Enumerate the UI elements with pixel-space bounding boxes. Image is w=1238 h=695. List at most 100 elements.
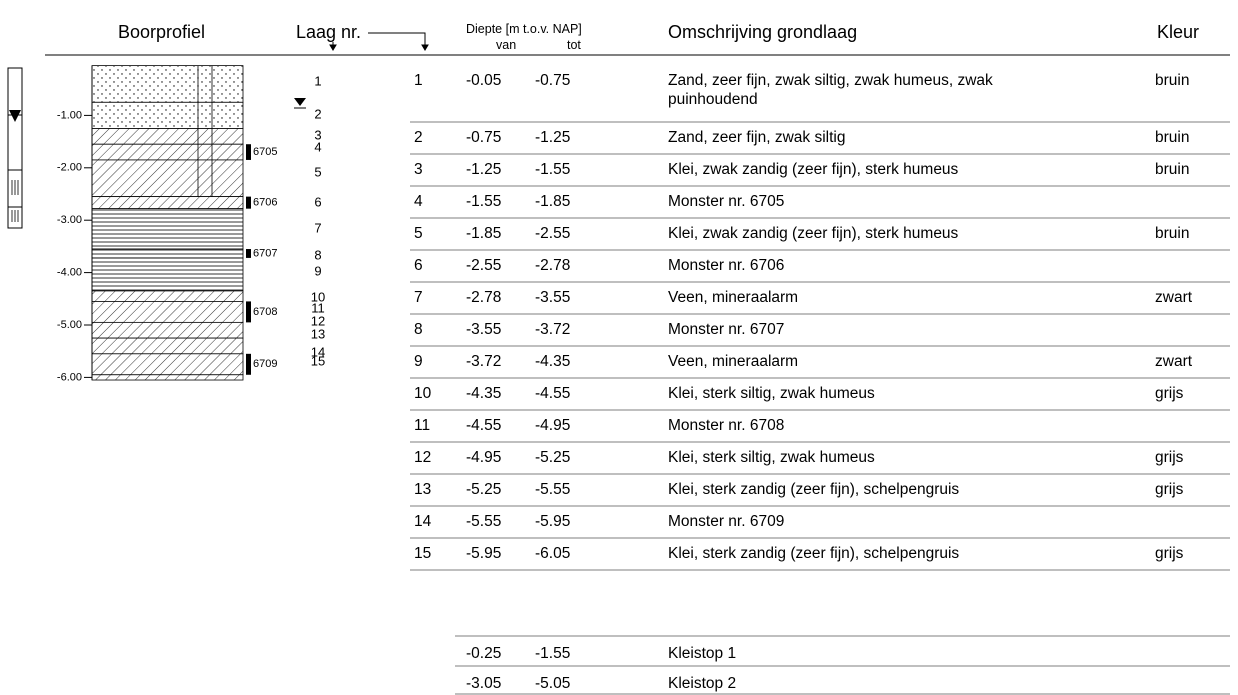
description: Klei, sterk zandig (zeer fijn), schelpen…: [668, 481, 960, 498]
layer-label: 6: [314, 194, 321, 209]
depth-from: -3.55: [466, 321, 502, 338]
depth-label: -1.00: [57, 109, 82, 121]
description: Monster nr. 6709: [668, 513, 785, 530]
depth-to: -2.78: [535, 257, 571, 274]
clay-top-to: -1.55: [535, 645, 571, 662]
description: Klei, zwak zandig (zeer fijn), sterk hum…: [668, 161, 959, 178]
depth-from: -4.35: [466, 385, 502, 402]
layer-nr: 14: [414, 513, 432, 530]
layer-label: 4: [314, 139, 321, 154]
depth-to: -1.25: [535, 129, 571, 146]
profile-layer: [91, 301, 244, 323]
layer-nr: 10: [414, 385, 432, 402]
layer-label: 7: [314, 220, 321, 235]
depth-label: -3.00: [57, 214, 82, 226]
layer-nr: 4: [414, 193, 423, 210]
arrow: [421, 44, 429, 51]
sample-label: 6709: [253, 358, 277, 370]
depth-to: -2.55: [535, 225, 571, 242]
gauge: [7, 67, 23, 229]
profile-layer: [91, 143, 244, 161]
gauge-marks: [11, 180, 19, 222]
description: Veen, mineraalarm: [668, 353, 799, 370]
depth-from: -0.75: [466, 129, 502, 146]
profile-layer: [91, 353, 244, 376]
depth-to: -1.55: [535, 161, 571, 178]
profile-layer: [91, 248, 244, 259]
soil-color: grijs: [1155, 449, 1184, 466]
layer-label: 15: [311, 353, 325, 368]
soil-color: zwart: [1155, 353, 1193, 370]
layer-label: 9: [314, 263, 321, 278]
layer-nr: 1: [414, 72, 423, 89]
depth-to: -0.75: [535, 72, 571, 89]
layer-label: 11: [311, 300, 325, 315]
depth-to: -4.35: [535, 353, 571, 370]
sample-marker: [246, 353, 251, 375]
arrow: [329, 42, 337, 51]
description: Klei, zwak zandig (zeer fijn), sterk hum…: [668, 225, 959, 242]
layer-nr: 9: [414, 353, 423, 370]
layer-nr: 2: [414, 129, 423, 146]
description: Klei, sterk zandig (zeer fijn), schelpen…: [668, 545, 960, 562]
sample-label: 6705: [253, 146, 277, 158]
header-color: Kleur: [1157, 22, 1200, 42]
layer-nr: 6: [414, 257, 423, 274]
layer-nr: 11: [414, 417, 431, 434]
profile-layer: [91, 321, 244, 339]
soil-color: bruin: [1155, 161, 1190, 178]
clay-top-from: -0.25: [466, 645, 502, 662]
depth-from: -5.25: [466, 481, 502, 498]
clay-top-from: -3.05: [466, 675, 502, 692]
depth-label: -6.00: [57, 371, 82, 383]
layer-nr: 15: [414, 545, 432, 562]
profile-layer: [91, 208, 244, 250]
layer-label: 5: [314, 164, 321, 179]
sample-marker: [246, 196, 251, 209]
depth-to: -5.55: [535, 481, 571, 498]
depth-to: -5.25: [535, 449, 571, 466]
depth-to: -5.95: [535, 513, 571, 530]
soil-color: grijs: [1155, 545, 1184, 562]
description: Monster nr. 6708: [668, 417, 785, 434]
clay-top-to: -5.05: [535, 675, 571, 692]
layer-label: 1: [314, 73, 321, 88]
layer-label: 3: [314, 127, 321, 142]
layer-label: 8: [314, 247, 321, 262]
soil-color: zwart: [1155, 289, 1193, 306]
layer-label: 12: [311, 313, 325, 328]
description: Klei, sterk siltig, zwak humeus: [668, 385, 875, 402]
profile-layer: [91, 374, 244, 381]
clay-top-name: Kleistop 1: [668, 645, 737, 662]
depth-from: -2.55: [466, 257, 502, 274]
sample-marker: [246, 144, 251, 160]
profile-layer: [91, 337, 244, 355]
layer-label: 14: [311, 344, 325, 359]
sample-label: 6707: [253, 247, 277, 259]
depth-label: -2.00: [57, 162, 82, 174]
depth-to: -3.55: [535, 289, 571, 306]
depth-label: -4.00: [57, 267, 82, 279]
depth-to: -4.55: [535, 385, 571, 402]
layer-label: 10: [311, 289, 325, 304]
header-description: Omschrijving grondlaag: [668, 22, 858, 42]
profile-layer: [91, 159, 244, 198]
description: Monster nr. 6706: [668, 257, 785, 274]
profile-layer: [91, 101, 244, 129]
header-profile: Boorprofiel: [118, 22, 206, 42]
description: Monster nr. 6707: [668, 321, 785, 338]
description: Klei, sterk siltig, zwak humeus: [668, 449, 875, 466]
depth-from: -5.55: [466, 513, 502, 530]
depth-from: -4.55: [466, 417, 502, 434]
sample-label: 6706: [253, 197, 277, 209]
soil-color: grijs: [1155, 385, 1184, 402]
depth-from: -0.05: [466, 72, 502, 89]
depth-from: -1.85: [466, 225, 502, 242]
layer-nr: 12: [414, 449, 432, 466]
profile-layer: [91, 196, 244, 210]
sample-marker: [246, 301, 251, 323]
layer-label: 13: [311, 326, 325, 341]
depth-from: -2.78: [466, 289, 502, 306]
